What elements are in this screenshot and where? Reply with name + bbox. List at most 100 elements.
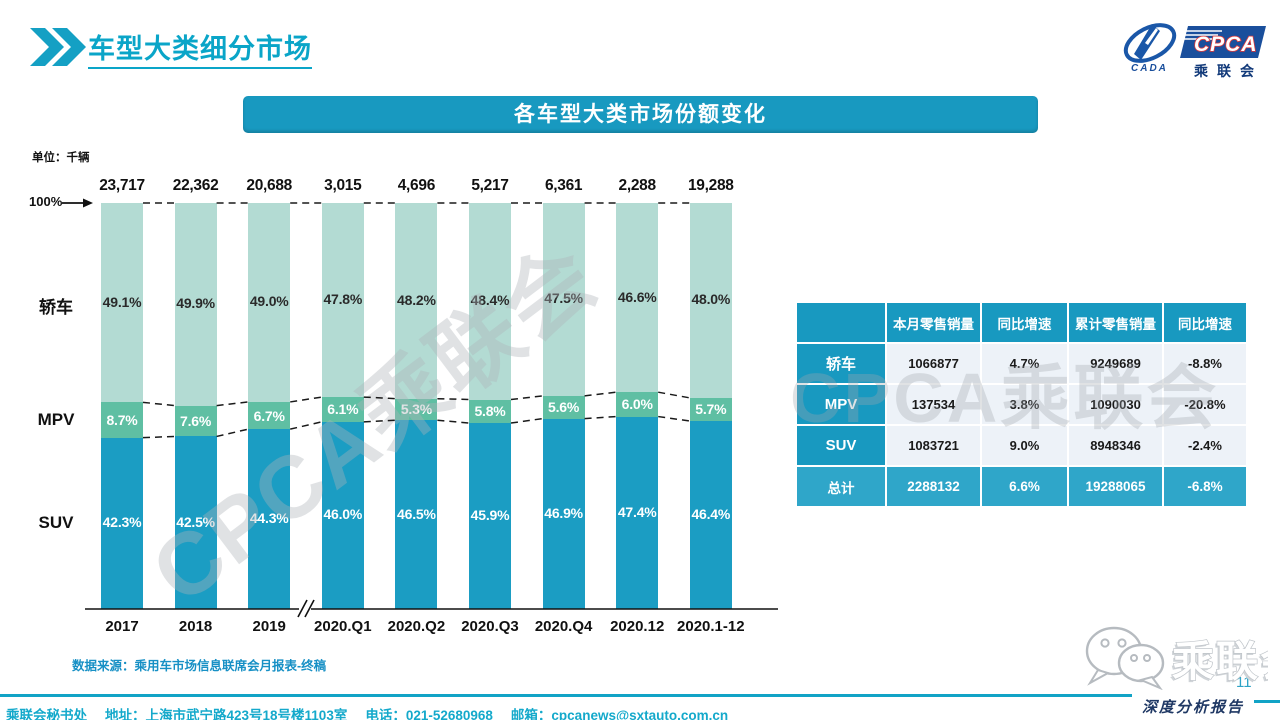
footer-contact: 乘联会秘书处 地址：上海市武宁路423号18号楼1103室 电话：021-52680… [6, 704, 746, 720]
x-axis-label: 2020.1-12 [677, 618, 745, 635]
table-row-label: MPV [797, 385, 885, 424]
bar-segment-mpv [248, 401, 291, 430]
bar-value-sedan: 48.0% [691, 291, 731, 308]
table-total-cell: 19288065 [1069, 467, 1162, 506]
bar-segment-mpv [542, 395, 585, 419]
bar-total-label: 19,288 [687, 177, 734, 194]
table-cell: 137534 [887, 385, 980, 424]
bar-value-sedan: 46.6% [617, 288, 657, 305]
bar-segment-suv [542, 418, 585, 609]
table-cell: 1066877 [887, 344, 980, 383]
bar-value-suv: 46.0% [323, 506, 363, 523]
bar-total-label: 20,688 [246, 177, 292, 194]
bar-value-suv: 42.3% [102, 514, 142, 531]
wechat-logo-text-shadow: 乘联会 [1170, 640, 1268, 687]
x-axis-label: 2019 [252, 618, 286, 635]
bar-segment-suv [248, 429, 291, 609]
bar-value-mpv: 5.6% [548, 399, 580, 416]
page-title: 车型大类细分市场 [88, 27, 312, 69]
table-total-label: 总计 [797, 467, 885, 506]
x-axis-label: 2017 [105, 618, 139, 635]
source-note: 数据来源：乘用车市场信息联席会月报表-终稿 [72, 659, 327, 673]
bar-segment-suv [469, 423, 511, 609]
table-total-cell: -6.8% [1164, 467, 1246, 506]
cada-text: CADA [1131, 63, 1168, 74]
bar-value-mpv: 6.0% [621, 396, 653, 413]
footer-divider-right [1254, 700, 1280, 703]
bar-total-label: 5,217 [471, 177, 509, 194]
table-grid: 本月零售销量 同比增速 累计零售销量 同比增速 [797, 303, 1246, 342]
x-axis-label: 2020.Q4 [534, 618, 593, 635]
bar-value-mpv: 6.7% [253, 407, 285, 424]
stacked-bar-chart: 单位：千辆 100% CPCA乘联会 49.1% 8.7% 42.3% 23,717 2… [0, 140, 790, 700]
double-chevron-icon [30, 28, 86, 66]
table-cell: 1090030 [1069, 385, 1162, 424]
wechat-logo-text: 乘联会 [1172, 638, 1268, 685]
bar-segment-suv [174, 436, 217, 609]
footer-address: 地址：上海市武宁路423号18号楼1103室 [105, 708, 348, 720]
bar-value-sedan: 49.9% [176, 295, 215, 312]
table-header-cell [797, 303, 885, 342]
table-header-cell: 同比增速 [982, 303, 1067, 342]
table-total-cell: 2288132 [887, 467, 980, 506]
x-axis-label: 2020.Q2 [387, 618, 446, 635]
cpca-cn-text: 乘联会 [1193, 63, 1263, 79]
x-axis-label: 2020.Q1 [314, 618, 372, 635]
footer-phone: 电话：021-52680968 [365, 708, 493, 720]
bar-segment-suv [321, 421, 364, 609]
page-number: 11 [1236, 674, 1252, 691]
table-header-cell: 累计零售销量 [1069, 303, 1162, 342]
table-cell: -2.4% [1164, 426, 1246, 465]
bar-segment-mpv [395, 398, 438, 421]
bar-value-sedan: 48.2% [397, 291, 436, 308]
table-row-label: SUV [797, 426, 885, 465]
report-type-label: 深度分析报告 [1138, 696, 1249, 717]
bar-value-sedan: 49.0% [249, 293, 289, 310]
bar-segment-sedan [469, 203, 511, 400]
bar-segment-suv [395, 420, 438, 609]
footer-divider [0, 694, 1132, 697]
bar-segment-sedan [689, 203, 732, 398]
table-total-cell: 6.6% [982, 467, 1067, 506]
cpca-logo: CADA CPCA 乘联会 [1123, 23, 1266, 79]
footer-email[interactable]: 邮箱：cpcanews@sxtauto.com.cn [510, 708, 729, 720]
bar-value-sedan: 47.5% [544, 290, 583, 307]
bar-value-suv: 42.5% [176, 513, 215, 530]
category-label-suv: SUV [38, 513, 74, 533]
data-table: 本月零售销量 同比增速 累计零售销量 同比增速 轿车 1066877 4.7% 9249689… [797, 303, 1246, 508]
category-label-sedan: 轿车 [39, 297, 73, 317]
chat-bubble-small-icon [1117, 643, 1165, 683]
bar-segment-mpv [689, 397, 732, 422]
footer-secretariat: 乘联会秘书处 [6, 708, 87, 720]
bar-value-suv: 45.9% [470, 507, 510, 524]
bar-total-label: 23,717 [99, 177, 145, 194]
x-axis-label: 2020.Q3 [461, 618, 519, 635]
table-grid: 总计 2288132 6.6% 19288065 -6.8% [797, 467, 1246, 506]
bar-total-label: 2,288 [618, 177, 657, 194]
bar-segment-sedan [616, 203, 659, 393]
bar-total-label: 3,015 [324, 177, 362, 194]
bar-segment-suv [689, 421, 732, 609]
bar-value-mpv: 5.3% [400, 401, 432, 418]
bar-segment-mpv [174, 405, 217, 437]
table-cell: 4.7% [982, 344, 1067, 383]
bar-segment-suv [101, 437, 143, 609]
pct-axis-label: 100% [29, 194, 63, 209]
bar-value-mpv: 7.6% [180, 413, 212, 430]
category-label-mpv: MPV [37, 410, 75, 429]
bar-value-sedan: 47.8% [323, 291, 363, 308]
table-cell: 1083721 [887, 426, 980, 465]
cpca-logo-flag [1180, 26, 1266, 58]
wechat-logo: 乘联会 乘联会 [1085, 626, 1268, 690]
cpca-text: CPCA [1194, 33, 1258, 56]
bar-segment-sedan [321, 203, 364, 398]
bar-segment-mpv [321, 397, 364, 422]
bar-value-sedan: 48.4% [470, 292, 510, 309]
bar-segment-mpv [469, 399, 511, 424]
x-axis-label: 2020.12 [610, 618, 665, 635]
table-cell: -20.8% [1164, 385, 1246, 424]
bar-segment-mpv [101, 402, 143, 438]
bar-value-mpv: 5.7% [695, 401, 727, 418]
table-header-cell: 本月零售销量 [887, 303, 980, 342]
